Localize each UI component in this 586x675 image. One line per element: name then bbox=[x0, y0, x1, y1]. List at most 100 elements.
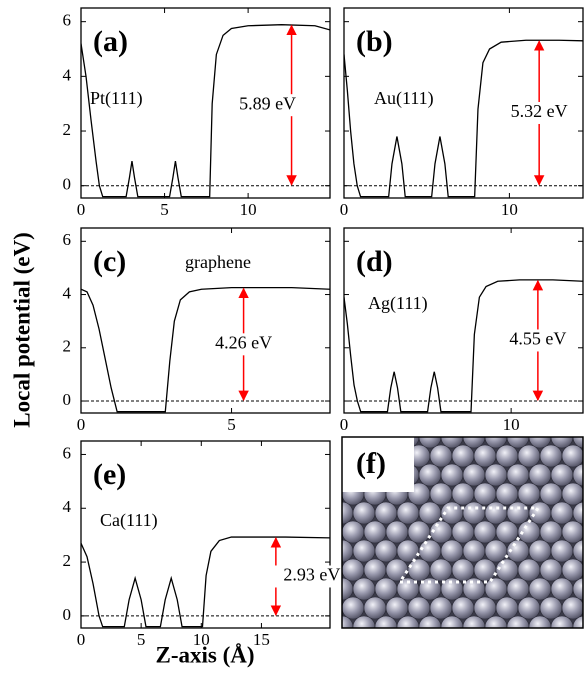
atom bbox=[485, 502, 507, 524]
atom bbox=[408, 559, 430, 581]
atom bbox=[430, 483, 452, 505]
y-tick-label: 6 bbox=[63, 230, 72, 249]
atom bbox=[298, 635, 320, 657]
atom bbox=[430, 445, 452, 467]
panel: 0 10 (b) Au(111) 5.32 eV bbox=[340, 8, 583, 219]
atom bbox=[507, 616, 529, 638]
atom bbox=[353, 578, 375, 600]
atom bbox=[507, 464, 529, 486]
atom bbox=[364, 521, 386, 543]
atom bbox=[551, 502, 573, 524]
y-tick-label: 4 bbox=[63, 497, 72, 516]
atom bbox=[485, 540, 507, 562]
gap-label: 5.89 eV bbox=[239, 93, 296, 113]
x-tick-label: 10 bbox=[501, 200, 518, 219]
atom bbox=[562, 483, 584, 505]
atom bbox=[474, 559, 496, 581]
atom bbox=[474, 521, 496, 543]
material-label: Ca(111) bbox=[100, 510, 158, 531]
material-label: Ag(111) bbox=[368, 293, 428, 314]
atom bbox=[320, 483, 342, 505]
atom bbox=[375, 578, 397, 600]
y-tick-label: 4 bbox=[63, 65, 72, 84]
x-tick-label: 10 bbox=[240, 200, 257, 219]
atom bbox=[562, 445, 584, 467]
panel-label: (c) bbox=[93, 245, 126, 278]
atom bbox=[529, 540, 551, 562]
atom bbox=[298, 445, 320, 467]
atom bbox=[364, 635, 386, 657]
panel-label: (b) bbox=[356, 25, 393, 58]
y-tick-label: 0 bbox=[63, 390, 72, 409]
atom bbox=[287, 540, 309, 562]
atom bbox=[551, 616, 573, 638]
x-tick-label: 0 bbox=[77, 200, 86, 219]
atom bbox=[529, 502, 551, 524]
atom bbox=[518, 597, 540, 619]
atom bbox=[430, 559, 452, 581]
y-tick-label: 2 bbox=[63, 551, 72, 570]
atom bbox=[452, 445, 474, 467]
atom bbox=[353, 540, 375, 562]
atom bbox=[463, 464, 485, 486]
atom bbox=[375, 616, 397, 638]
x-tick-label: 15 bbox=[253, 630, 270, 649]
y-axis-label: Local potential (eV) bbox=[9, 232, 34, 427]
atom bbox=[320, 635, 342, 657]
atom bbox=[364, 407, 386, 429]
y-tick-label: 2 bbox=[63, 337, 72, 356]
atom bbox=[474, 445, 496, 467]
y-tick-label: 4 bbox=[63, 283, 72, 302]
atom bbox=[518, 635, 540, 657]
x-tick-label: 0 bbox=[77, 630, 86, 649]
atom bbox=[419, 616, 441, 638]
structure-image: (f) bbox=[287, 407, 586, 657]
atom bbox=[375, 540, 397, 562]
atom bbox=[540, 559, 562, 581]
atom bbox=[540, 597, 562, 619]
panel-label: (a) bbox=[93, 25, 128, 58]
atom bbox=[386, 559, 408, 581]
atom bbox=[474, 635, 496, 657]
atom bbox=[419, 502, 441, 524]
atom bbox=[320, 521, 342, 543]
atom bbox=[298, 407, 320, 429]
atom bbox=[485, 616, 507, 638]
atom bbox=[353, 502, 375, 524]
atom bbox=[485, 464, 507, 486]
atom bbox=[353, 616, 375, 638]
atom bbox=[386, 521, 408, 543]
atom bbox=[287, 616, 309, 638]
atom bbox=[507, 502, 529, 524]
atom bbox=[562, 597, 584, 619]
gap-label: 4.26 eV bbox=[215, 332, 272, 352]
atom bbox=[397, 540, 419, 562]
atom bbox=[540, 483, 562, 505]
atom bbox=[463, 578, 485, 600]
atom bbox=[441, 464, 463, 486]
atom bbox=[452, 521, 474, 543]
gap-label: 5.32 eV bbox=[511, 101, 568, 121]
atom bbox=[496, 635, 518, 657]
atom bbox=[386, 597, 408, 619]
atom bbox=[518, 445, 540, 467]
y-tick-label: 2 bbox=[63, 120, 72, 139]
x-tick-label: 0 bbox=[340, 200, 349, 219]
atom bbox=[375, 502, 397, 524]
atom bbox=[496, 445, 518, 467]
atom bbox=[518, 407, 540, 429]
atom bbox=[551, 464, 573, 486]
atom bbox=[452, 559, 474, 581]
atom bbox=[309, 540, 331, 562]
x-tick-label: 5 bbox=[137, 630, 146, 649]
figure: Local potential (eV) Z-axis (Å) 02460510… bbox=[0, 0, 586, 675]
atom bbox=[463, 502, 485, 524]
atom bbox=[386, 635, 408, 657]
material-label: Au(111) bbox=[374, 88, 434, 109]
atom bbox=[540, 407, 562, 429]
y-tick-label: 6 bbox=[63, 443, 72, 462]
atom bbox=[287, 464, 309, 486]
